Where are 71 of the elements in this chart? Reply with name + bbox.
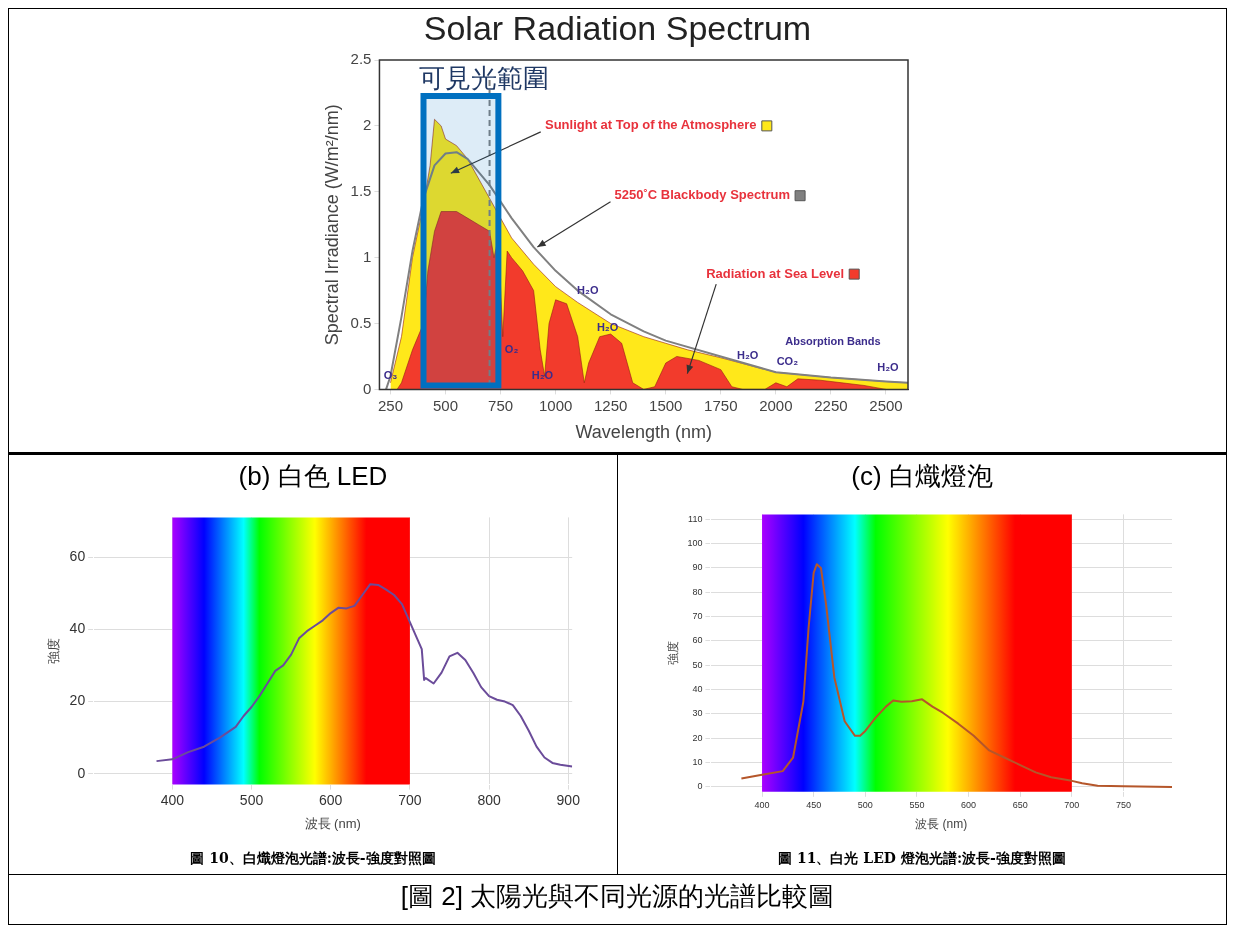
x-tick-label: 500 [239,791,264,808]
x-axis-title: Wavelength (nm) [575,422,712,443]
x-tick-label: 450 [806,799,822,810]
y-tick-label: 20 [692,732,703,743]
caption: 圖 11、白光 LED 燈泡光譜:波長-強度對照圖 [778,850,1066,868]
x-tick-label: 1750 [703,396,737,414]
y-tick-label: 50 [692,659,703,670]
y-tick-label: 0.5 [350,313,371,331]
y-axis-title: Spectral Irradiance (W/m²/nm) [321,104,342,346]
y-tick-label: 110 [688,513,703,524]
text: [圖 2] 太陽光與不同光源的光譜比較圖 [399,880,836,913]
x-axis-title: 波長 (nm) [915,817,968,832]
y-tick-label: 1.5 [350,181,371,199]
x-tick-label: 2500 [868,396,903,414]
x-tick-label: 1000 [538,396,572,414]
y-tick-label: 90 [692,562,703,573]
legend-label: Sunlight at Top of the Atmosphere [544,117,757,133]
y-tick-label: 20 [69,692,86,709]
annotation: H₂O [876,360,899,373]
y-tick-label: 1 [362,247,371,265]
caption: 圖 10、白熾燈泡光譜:波長-強度對照圖 [190,850,436,868]
y-tick-label: 60 [69,547,86,564]
x-tick-label: 250 [377,396,403,414]
x-tick-label: 500 [857,799,873,810]
x-tick-label: 700 [398,791,422,808]
legend-label: Radiation at Sea Level [705,265,844,281]
y-tick-label: 0 [697,781,703,792]
y-tick-label: 100 [687,538,703,549]
y-tick-label: 80 [692,586,703,597]
x-axis-title: 波長 (nm) [304,815,361,831]
x-tick-label: 500 [432,396,458,414]
x-tick-label: 600 [319,791,343,808]
annotation: H₂O [576,284,599,297]
y-tick-label: 60 [692,635,703,646]
y-tick-label: 2.5 [350,50,371,68]
x-tick-label: 900 [556,791,581,808]
y-tick-label: 40 [692,684,703,695]
y-tick-label: 0 [362,379,371,397]
x-tick-label: 750 [487,396,513,414]
x-tick-label: 400 [160,791,185,808]
x-tick-label: 1500 [648,396,682,414]
band-label: 可見光範圍 [419,63,549,94]
x-tick-label: 750 [1115,799,1131,810]
annotation: O₂ [504,342,518,355]
x-tick-label: 600 [961,799,977,810]
y-tick-label: 2 [362,116,371,134]
x-tick-label: 1250 [593,396,627,414]
x-tick-label: 2000 [758,396,793,414]
annotation: H₂O [531,369,554,382]
y-axis-title: 強度 [665,641,680,666]
y-tick-label: 10 [692,757,703,768]
x-tick-label: 650 [1012,799,1028,810]
chart-title: (b) 白色 LED [238,460,388,493]
x-tick-label: 2250 [813,396,848,414]
x-tick-label: 400 [754,799,770,810]
y-tick-label: 30 [692,708,703,719]
chart-title: Solar Radiation Spectrum [423,9,812,48]
annotation: CO₂ [776,354,798,367]
y-axis-title: 強度 [46,638,62,664]
x-tick-label: 550 [909,799,925,810]
y-tick-label: 40 [69,620,86,637]
annotation: H₂O [736,349,759,362]
x-tick-label: 700 [1064,799,1080,810]
x-tick-label: 800 [477,791,501,808]
annotation: H₂O [596,320,619,333]
y-tick-label: 0 [77,764,86,781]
chart-title: (c) 白熾燈泡 [851,460,993,493]
annotation: O₃ [383,369,397,382]
annotation: Absorption Bands [784,335,881,347]
legend-label: 5250˚C Blackbody Spectrum [614,187,790,203]
y-tick-label: 70 [692,611,703,622]
